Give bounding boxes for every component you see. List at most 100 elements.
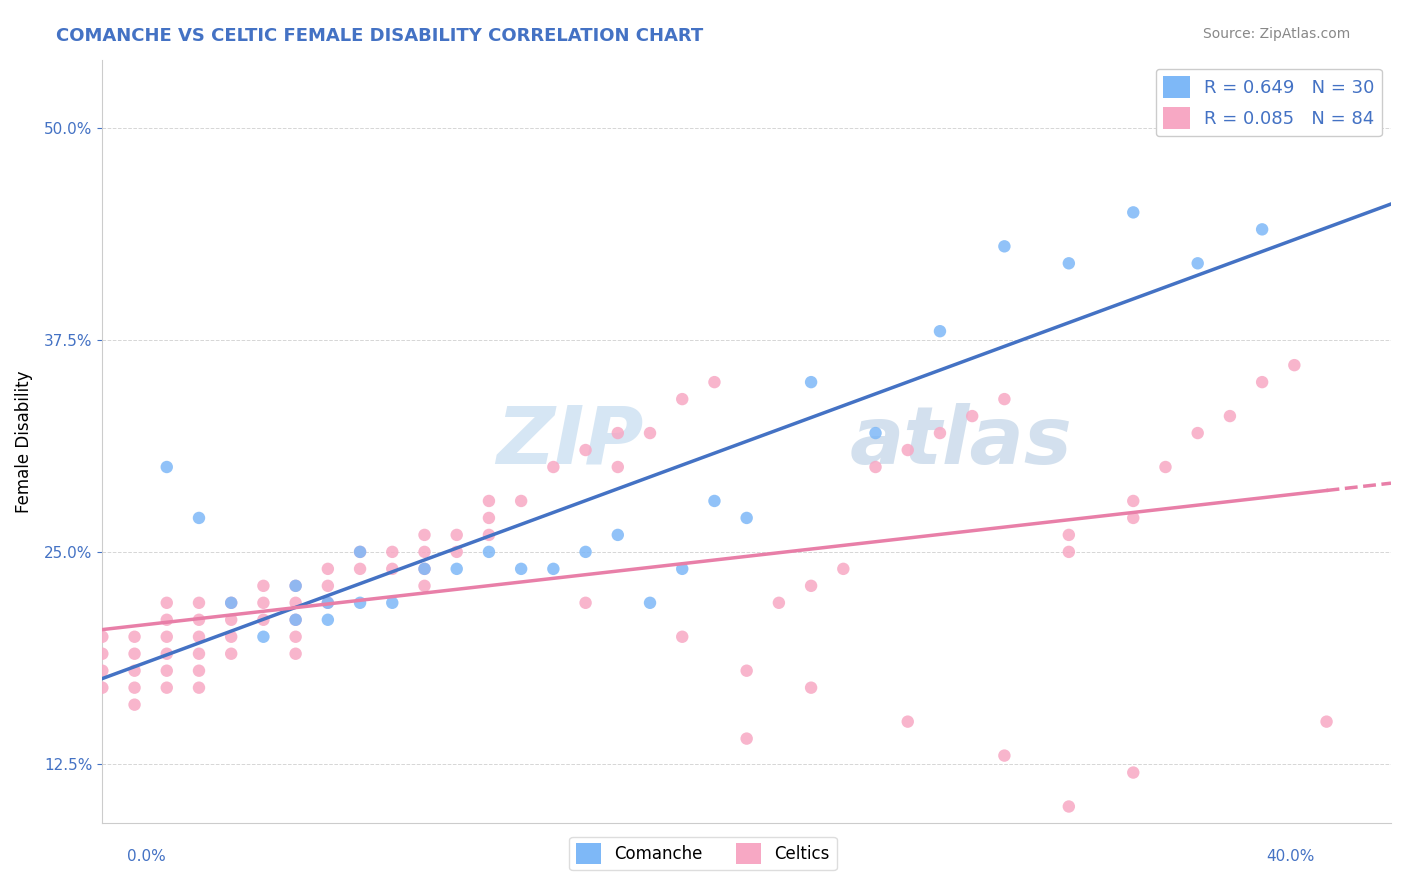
Point [284,613,307,627]
Point [638,596,661,610]
Point [960,409,983,423]
Point [1122,205,1144,219]
Point [510,562,533,576]
Point [413,562,436,576]
Text: ZIP: ZIP [496,402,644,481]
Point [91,630,114,644]
Point [316,596,339,610]
Point [124,630,146,644]
Point [865,460,887,475]
Point [349,596,371,610]
Point [446,562,468,576]
Point [413,528,436,542]
Point [1154,460,1177,475]
Point [156,647,179,661]
Point [1057,545,1080,559]
Point [446,528,468,542]
Point [284,596,307,610]
Point [832,562,855,576]
Point [574,596,596,610]
Point [638,425,661,440]
Point [606,425,628,440]
Point [349,545,371,559]
Text: Source: ZipAtlas.com: Source: ZipAtlas.com [1202,27,1350,41]
Point [703,494,725,508]
Point [188,647,211,661]
Point [735,731,758,746]
Point [188,630,211,644]
Point [606,528,628,542]
Point [735,511,758,525]
Point [381,562,404,576]
Point [413,579,436,593]
Point [284,630,307,644]
Point [381,596,404,610]
Point [478,545,501,559]
Point [252,579,274,593]
Point [1187,256,1209,270]
Point [800,681,823,695]
Point [1122,765,1144,780]
Point [413,562,436,576]
Point [188,681,211,695]
Point [993,239,1015,253]
Point [1057,799,1080,814]
Point [993,392,1015,406]
Point [156,613,179,627]
Point [1057,528,1080,542]
Point [316,613,339,627]
Point [219,647,242,661]
Point [156,596,179,610]
Text: 0.0%: 0.0% [127,849,166,863]
Point [188,596,211,610]
Point [478,511,501,525]
Point [124,664,146,678]
Point [800,375,823,389]
Point [156,664,179,678]
Point [219,630,242,644]
Point [349,545,371,559]
Point [543,562,565,576]
Point [768,596,790,610]
Point [478,528,501,542]
Legend: Comanche, Celtics: Comanche, Celtics [569,837,837,871]
Y-axis label: Female Disability: Female Disability [15,370,32,513]
Point [316,579,339,593]
Point [219,596,242,610]
Point [1057,256,1080,270]
Point [735,664,758,678]
Point [91,647,114,661]
Point [156,681,179,695]
Point [800,579,823,593]
Point [929,425,952,440]
Point [897,714,920,729]
Point [446,545,468,559]
Point [316,562,339,576]
Point [188,511,211,525]
Point [284,613,307,627]
Point [865,425,887,440]
Text: COMANCHE VS CELTIC FEMALE DISABILITY CORRELATION CHART: COMANCHE VS CELTIC FEMALE DISABILITY COR… [56,27,703,45]
Point [1219,409,1241,423]
Point [349,562,371,576]
Point [574,545,596,559]
Point [124,681,146,695]
Point [284,647,307,661]
Point [574,443,596,458]
Point [124,698,146,712]
Point [188,664,211,678]
Point [606,460,628,475]
Point [1122,494,1144,508]
Point [252,596,274,610]
Point [993,748,1015,763]
Point [671,630,693,644]
Point [316,596,339,610]
Point [510,494,533,508]
Point [156,460,179,475]
Text: 40.0%: 40.0% [1267,849,1315,863]
Point [1251,375,1274,389]
Point [897,443,920,458]
Point [671,392,693,406]
Point [381,545,404,559]
Point [929,324,952,338]
